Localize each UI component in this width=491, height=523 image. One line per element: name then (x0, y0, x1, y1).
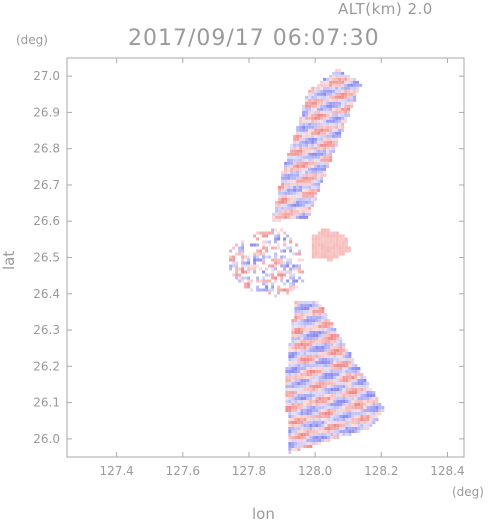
x-tick-label: 127.4 (99, 464, 133, 478)
axis-ticks: 127.4 127.6 127.8 128.0 128.2 128.4 26.0 26.1 26… (33, 58, 465, 478)
x-tick-label: 127.8 (232, 464, 266, 478)
x-axis-title: lon (252, 505, 275, 523)
y-tick-label: 26.6 (33, 214, 60, 228)
y-tick-label: 26.9 (33, 105, 60, 119)
y-tick-label: 26.4 (33, 287, 60, 301)
region-northern-strip (272, 68, 363, 222)
y-tick-label: 27.0 (33, 69, 60, 83)
timestamp-title: 2017/09/17 06:07:30 (128, 26, 380, 51)
x-axis-unit: (deg) (452, 485, 484, 499)
region-center-cluster (229, 228, 305, 298)
y-axis-title: lat (0, 250, 18, 270)
y-axis-unit: (deg) (16, 33, 48, 47)
y-tick-label: 26.5 (33, 251, 60, 265)
x-tick-label: 128.0 (298, 464, 332, 478)
altitude-label: ALT(km) 2.0 (338, 0, 433, 18)
y-tick-label: 26.3 (33, 323, 60, 337)
y-tick-label: 26.0 (33, 432, 60, 446)
region-east-patch (311, 228, 351, 262)
y-tick-label: 26.2 (33, 359, 60, 373)
x-tick-label: 128.2 (364, 464, 398, 478)
radar-field (229, 68, 385, 455)
x-tick-label: 128.4 (430, 464, 464, 478)
y-tick-label: 26.7 (33, 178, 60, 192)
y-tick-label: 26.1 (33, 396, 60, 410)
region-southern-sector (285, 301, 385, 455)
y-tick-label: 26.8 (33, 142, 60, 156)
x-tick-label: 127.6 (166, 464, 200, 478)
